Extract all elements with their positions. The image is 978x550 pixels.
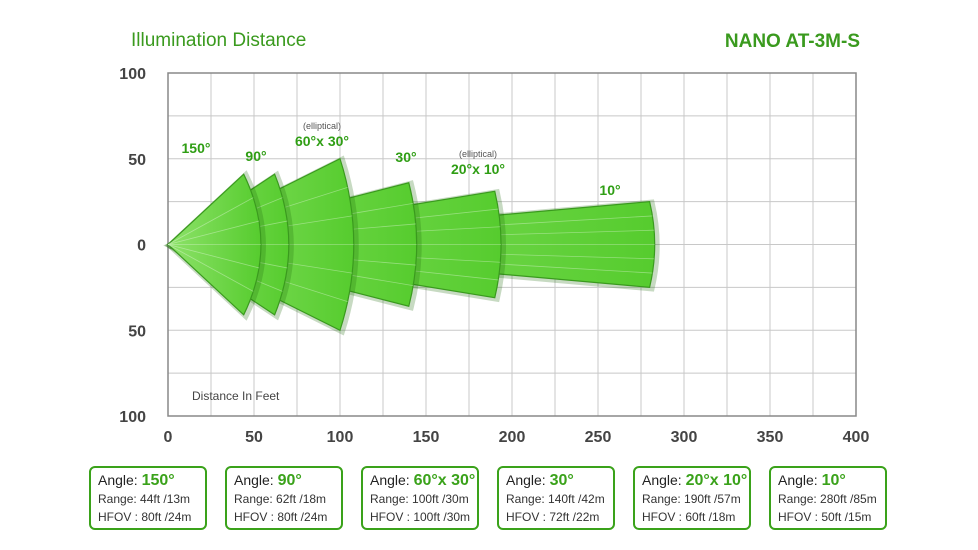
beam-ray	[167, 244, 254, 292]
beam-label: 20°x 10°	[451, 161, 505, 177]
card-hfov: HFOV : 80ft /24m	[234, 510, 328, 524]
beam-label: 30°	[395, 149, 416, 165]
beam-layer	[163, 155, 660, 336]
x-tick-label: 150	[413, 429, 440, 446]
beam-0	[165, 170, 266, 321]
y-tick-label: 50	[128, 323, 146, 340]
card-range: Range: 140ft /42m	[506, 492, 605, 506]
x-tick-label: 200	[499, 429, 526, 446]
x-tick-label: 350	[757, 429, 784, 446]
beam-label: 60°x 30°	[295, 133, 349, 149]
x-axis-label: Distance In Feet	[192, 389, 280, 403]
x-tick-label: 50	[245, 429, 263, 446]
card-angle-value: 30°	[549, 472, 574, 489]
x-tick-label: 0	[164, 429, 173, 446]
x-tick-label: 400	[843, 429, 870, 446]
x-tick-label: 250	[585, 429, 612, 446]
beam-label: 90°	[245, 148, 266, 164]
beam-ray	[167, 197, 254, 245]
illumination-chart: 0 50 100 150 200 250 300 350 400 100 50 0 50 100 150…	[119, 66, 870, 446]
card-angle: Angle: 10°	[778, 471, 885, 490]
beam-shadow	[164, 170, 294, 321]
beam-note: (elliptical)	[459, 149, 497, 159]
beam-label: 10°	[599, 182, 620, 198]
card-hfov: HFOV : 80ft /24m	[98, 510, 192, 524]
card-range: Range: 280ft /85m	[778, 492, 877, 506]
card-angle-label: Angle:	[234, 472, 278, 488]
x-axis-ticks: 0 50 100 150 200 250 300 350 400	[164, 429, 870, 446]
spec-cards: Angle: 150° Range: 44ft /13m HFOV : 80ft /…	[89, 466, 889, 536]
beam-ray	[167, 220, 260, 245]
card-angle: Angle: 60°x 30°	[370, 471, 477, 490]
card-angle-value: 20°x 10°	[685, 472, 748, 489]
card-hfov: HFOV : 72ft /22m	[506, 510, 600, 524]
beam-ray	[167, 244, 260, 269]
card-angle-label: Angle:	[778, 472, 822, 488]
card-angle: Angle: 90°	[234, 471, 341, 490]
card-angle-value: 60°x 30°	[413, 472, 476, 489]
beam-shape	[167, 173, 262, 316]
x-tick-label: 300	[671, 429, 698, 446]
beam-labels: 150° 90° 60°x 30° (elliptical) 30° 20°x 10° (e…	[182, 121, 621, 198]
x-tick-label: 100	[327, 429, 354, 446]
card-angle-value: 150°	[141, 472, 175, 489]
spec-card: Angle: 150° Range: 44ft /13m HFOV : 80ft /…	[89, 466, 207, 530]
beam-shadow	[165, 170, 266, 321]
card-angle-value: 10°	[821, 472, 846, 489]
y-tick-label: 50	[128, 152, 146, 169]
card-angle-label: Angle:	[98, 472, 142, 488]
card-angle: Angle: 30°	[506, 471, 613, 490]
card-range: Range: 62ft /18m	[234, 492, 327, 506]
y-tick-label: 0	[137, 238, 146, 255]
y-axis-ticks: 100 50 0 50 100	[119, 66, 146, 426]
y-tick-label: 100	[119, 409, 146, 426]
spec-card: Angle: 30° Range: 140ft /42m HFOV : 72ft /…	[497, 466, 615, 530]
card-range: Range: 190ft /57m	[642, 492, 741, 506]
spec-card: Angle: 10° Range: 280ft /85m HFOV : 50ft /…	[769, 466, 887, 530]
beam-label: 150°	[182, 140, 211, 156]
card-angle-label: Angle:	[370, 472, 414, 488]
y-tick-label: 100	[119, 66, 146, 83]
card-hfov: HFOV : 50ft /15m	[778, 510, 872, 524]
card-angle-value: 90°	[277, 472, 302, 489]
beam-note: (elliptical)	[303, 121, 341, 131]
card-hfov: HFOV : 100ft /30m	[370, 510, 471, 524]
chart-title: Illumination Distance	[131, 30, 307, 51]
card-hfov: HFOV : 60ft /18m	[642, 510, 736, 524]
card-angle: Angle: 150°	[98, 471, 205, 490]
card-angle-label: Angle:	[642, 472, 686, 488]
beam-shadow	[169, 180, 422, 311]
spec-card: Angle: 60°x 30° Range: 100ft /30m HFOV : 1…	[361, 466, 479, 530]
spec-card: Angle: 90° Range: 62ft /18m HFOV : 80ft /2…	[225, 466, 343, 530]
card-range: Range: 44ft /13m	[98, 492, 191, 506]
beam-shadow	[163, 155, 359, 336]
spec-card: Angle: 20°x 10° Range: 190ft /57m HFOV : 6…	[633, 466, 751, 530]
card-range: Range: 100ft /30m	[370, 492, 469, 506]
card-angle: Angle: 20°x 10°	[642, 471, 749, 490]
model-name: NANO AT-3M-S	[724, 31, 860, 52]
beam-shadow	[169, 188, 506, 303]
card-angle-label: Angle:	[506, 472, 550, 488]
beam-shadow	[169, 199, 660, 292]
